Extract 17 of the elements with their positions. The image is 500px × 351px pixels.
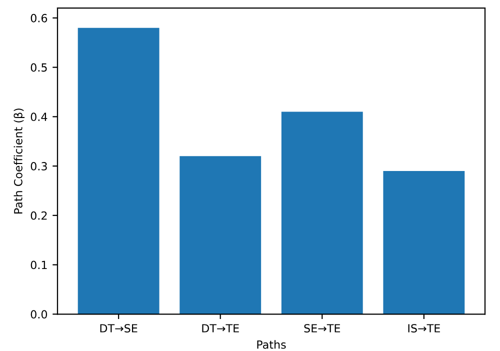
bar xyxy=(180,156,262,314)
x-tick-label: DT→SE xyxy=(100,324,138,332)
y-tick-label: 0.4 xyxy=(30,112,48,122)
y-tick-label: 0.3 xyxy=(30,162,47,170)
bar xyxy=(383,170,465,314)
y-axis-title: Path Coefficient (β) xyxy=(14,108,25,214)
x-tick-label: DT→TE xyxy=(202,324,239,332)
x-tick-label: IS→TE xyxy=(408,324,440,332)
y-tick-label: 0.1 xyxy=(30,260,47,270)
x-axis-title: Paths xyxy=(257,340,286,349)
y-tick-label: 0.0 xyxy=(30,310,48,319)
bar xyxy=(78,28,160,314)
bar xyxy=(281,112,363,314)
y-tick-label: 0.5 xyxy=(30,63,47,72)
y-tick-label: 0.6 xyxy=(30,14,48,22)
y-tick-label: 0.2 xyxy=(30,211,47,220)
x-tick-label: SE→TE xyxy=(304,324,340,332)
